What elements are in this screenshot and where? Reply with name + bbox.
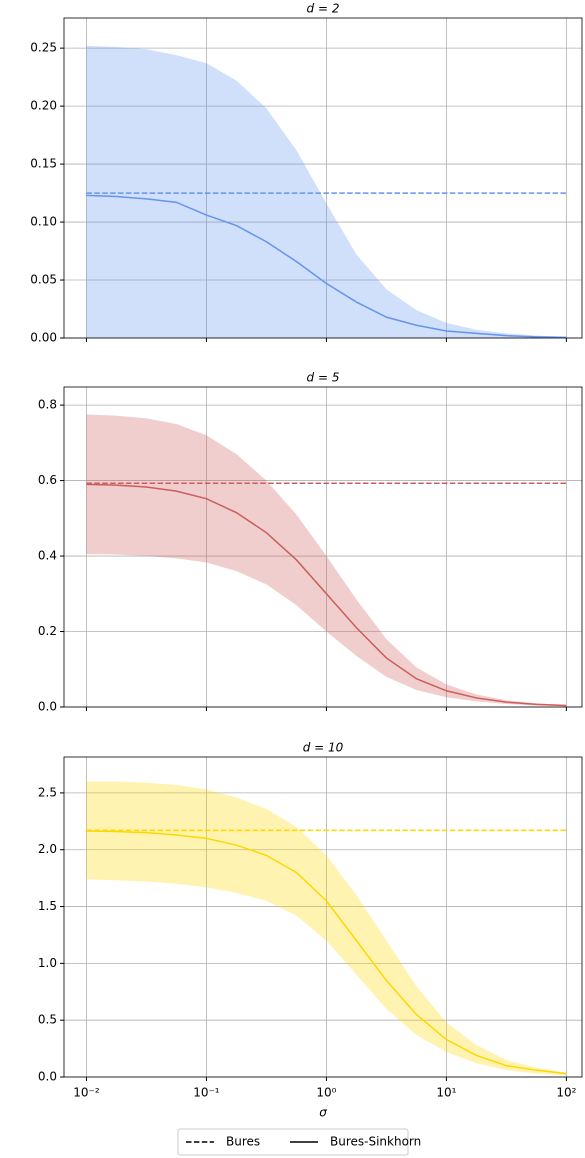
y-tick-label: 0.0	[38, 700, 57, 714]
y-tick-label: 0.6	[38, 473, 57, 487]
y-tick-label: 0.8	[38, 398, 57, 412]
legend-label: Bures	[226, 1135, 260, 1149]
x-tick-label: 10⁰	[316, 1086, 336, 1100]
panel-title: d = 5	[307, 371, 340, 385]
spread-band	[86, 781, 567, 1076]
bures-sinkhorn-line	[86, 194, 567, 339]
bures-sinkhorn-line	[86, 483, 567, 707]
y-tick-label: 0.2	[38, 624, 57, 638]
y-tick-label: 0.05	[30, 273, 57, 287]
x-tick-label: 10¹	[436, 1086, 456, 1100]
y-tick-label: 2.5	[38, 785, 57, 799]
y-tick-label: 0.5	[38, 1013, 57, 1027]
axes-frame	[63, 386, 583, 708]
y-tick-label: 0.4	[38, 549, 57, 563]
y-tick-label: 0.25	[30, 41, 57, 55]
bures-sinkhorn-line	[86, 830, 567, 1075]
y-tick-label: 1.0	[38, 956, 57, 970]
y-tick-label: 0.00	[30, 331, 57, 345]
panel-title: d = 10	[303, 741, 344, 755]
y-tick-label: 2.0	[38, 842, 57, 856]
legend-label: Bures-Sinkhorn	[330, 1135, 421, 1149]
x-tick-label: 10²	[556, 1086, 576, 1100]
axes-frame	[63, 756, 583, 1078]
x-axis-label: σ	[319, 1106, 327, 1120]
panel-title: d = 2	[307, 2, 340, 16]
y-tick-label: 0.10	[30, 215, 57, 229]
axes-frame	[63, 17, 583, 339]
spread-band	[86, 414, 567, 707]
x-tick-label: 10⁻¹	[193, 1086, 220, 1100]
y-tick-label: 1.5	[38, 899, 57, 913]
y-tick-label: 0.15	[30, 157, 57, 171]
y-tick-label: 0.0	[38, 1070, 57, 1084]
spread-band	[86, 45, 567, 339]
y-tick-label: 0.20	[30, 99, 57, 113]
x-tick-label: 10⁻²	[73, 1086, 100, 1100]
